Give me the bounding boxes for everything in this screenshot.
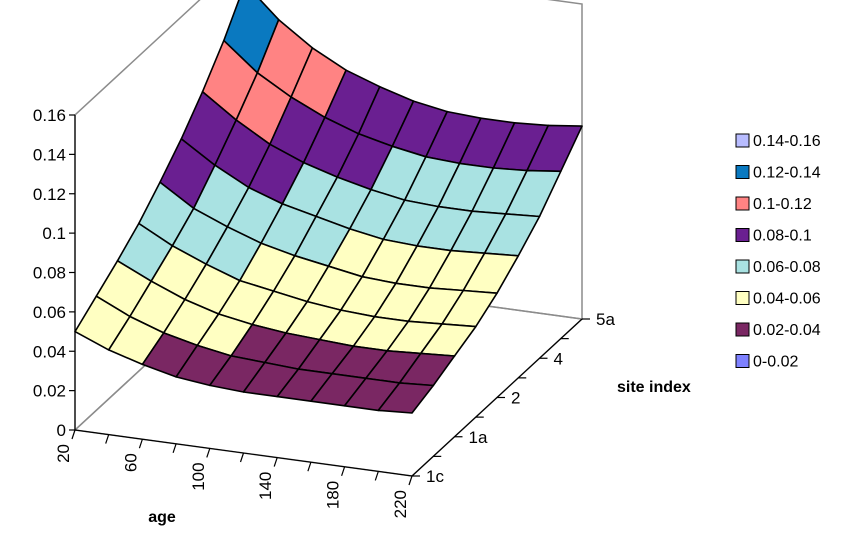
site-index-tick-label: 5a — [596, 310, 615, 329]
legend-label: 0.14-0.16 — [753, 133, 821, 150]
age-tick-mark — [138, 439, 143, 449]
z-tick-label: 0.16 — [33, 106, 66, 125]
z-tick-label: 0 — [57, 421, 66, 440]
z-tick-label: 0.1 — [42, 224, 66, 243]
legend-swatch — [735, 165, 750, 179]
legend-swatch — [735, 196, 750, 211]
site-index-tick-label: 1c — [426, 467, 444, 486]
age-tick-mark — [239, 452, 245, 463]
legend-swatch — [735, 133, 750, 148]
legend-label: 0.04-0.06 — [753, 291, 821, 308]
legend-swatch — [735, 322, 750, 337]
site-index-tick-label: 4 — [554, 349, 563, 368]
z-tick-label: 0.04 — [33, 342, 66, 361]
age-tick-mark — [172, 443, 177, 453]
age-tick-label: 60 — [121, 453, 140, 472]
site-index-tick-label: 2 — [511, 389, 520, 408]
legend-label: 0.1-0.12 — [753, 196, 812, 213]
surface-patch — [377, 382, 435, 414]
age-tick-mark — [105, 434, 110, 444]
legend-swatch — [735, 291, 750, 305]
age-tick-mark — [273, 457, 278, 467]
age-tick-label: 140 — [256, 472, 275, 500]
z-tick-label: 0.02 — [33, 382, 66, 401]
site-index-axis-title: site index — [617, 379, 691, 396]
legend-label: 0.02-0.04 — [753, 322, 821, 339]
legend: 0.14-0.16 0.12-0.14 0.1-0.12 0.08-0.1 0.06-0… — [735, 133, 821, 371]
z-tick-label: 0.08 — [33, 264, 66, 283]
legend-swatch — [735, 354, 750, 368]
age-tick-mark — [206, 448, 211, 458]
site-index-tick-label: 1a — [469, 428, 488, 447]
z-tick-label: 0.06 — [33, 303, 66, 322]
chart-axes: 0 0.02 0.04 0.06 0.08 0.1 0.12 0.14 0.16 20 60 100 1… — [33, 106, 691, 526]
age-tick-label: 180 — [324, 481, 343, 509]
surface-plot — [74, 0, 583, 414]
age-axis-title: age — [148, 509, 176, 526]
age-tick-mark — [341, 466, 346, 476]
legend-label: 0-0.02 — [753, 354, 798, 371]
age-tick-label: 20 — [54, 444, 73, 463]
legend-swatch — [735, 259, 750, 274]
age-tick-mark — [71, 429, 76, 440]
age-tick-mark — [307, 462, 312, 472]
age-tick-mark — [408, 475, 413, 486]
legend-label: 0.08-0.1 — [753, 228, 812, 245]
legend-swatch — [735, 228, 750, 242]
age-tick-label: 220 — [391, 490, 410, 518]
legend-label: 0.12-0.14 — [753, 165, 821, 182]
legend-label: 0.06-0.08 — [753, 259, 821, 276]
z-tick-label: 0.12 — [33, 185, 66, 204]
age-tick-mark — [374, 471, 379, 481]
age-tick-label: 100 — [189, 462, 208, 490]
z-tick-label: 0.14 — [33, 145, 66, 164]
